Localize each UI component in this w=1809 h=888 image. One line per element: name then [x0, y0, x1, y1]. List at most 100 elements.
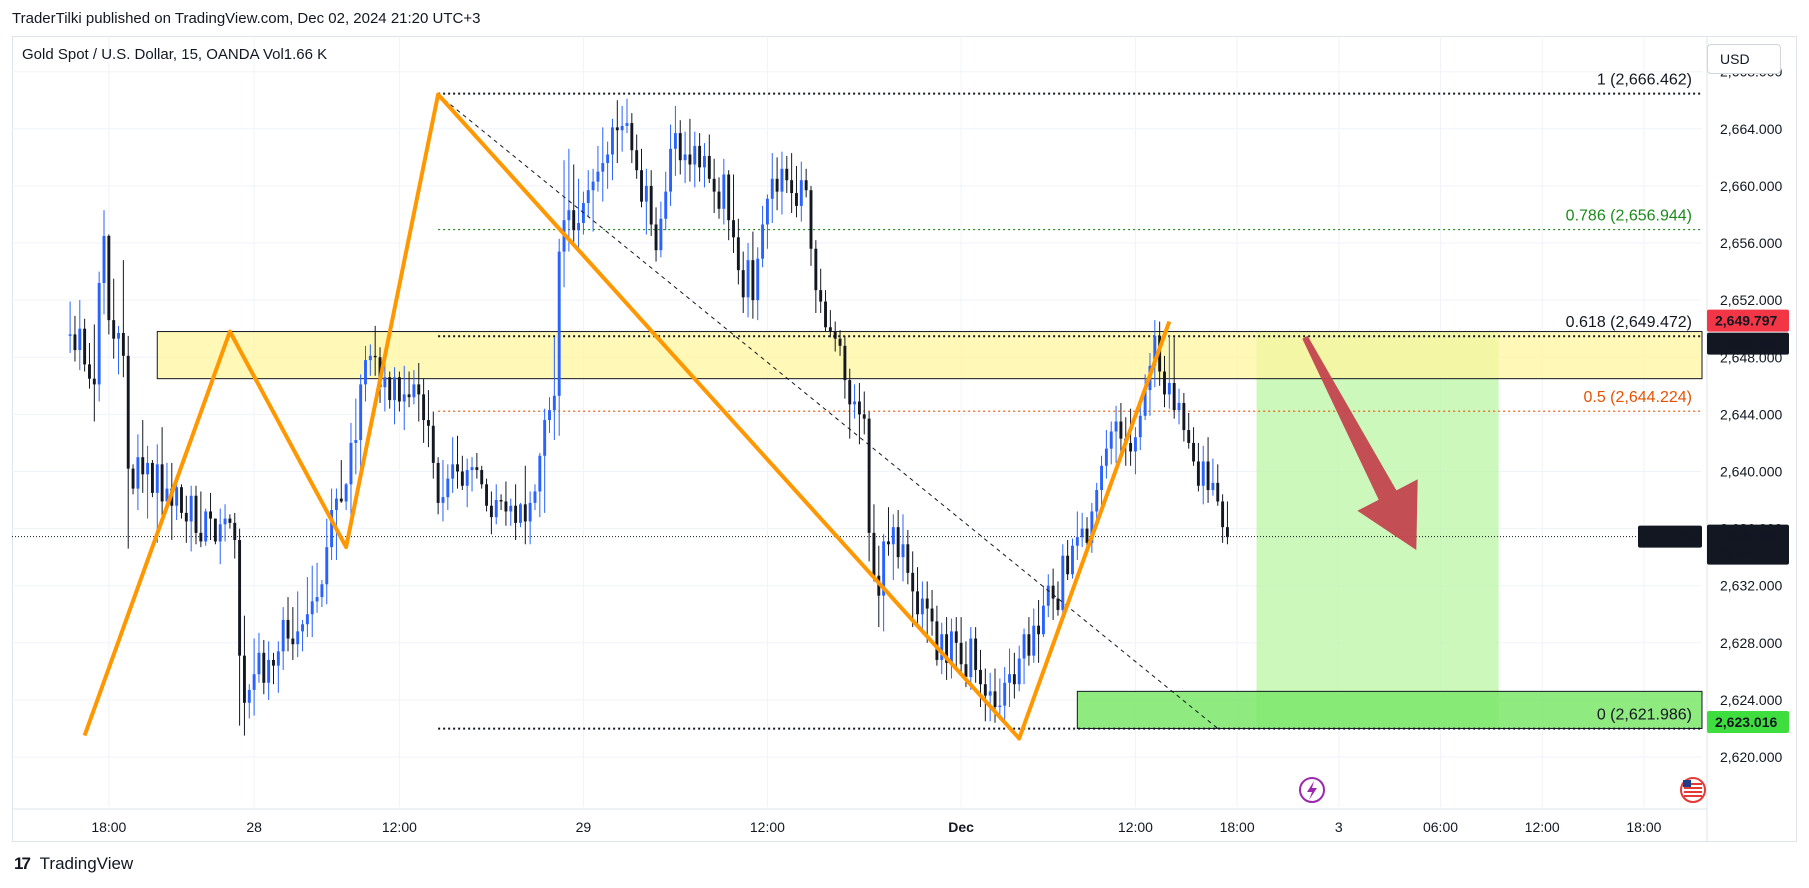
- candle-body: [954, 631, 958, 643]
- candle-body: [983, 684, 987, 696]
- candle-body: [175, 487, 179, 506]
- candle-body: [436, 462, 440, 503]
- candle-body: [1003, 682, 1007, 706]
- candle-body: [344, 484, 348, 502]
- tradingview-logo[interactable]: 17 TradingView: [14, 854, 133, 874]
- candle-body: [780, 168, 784, 192]
- candle-body: [286, 619, 290, 639]
- candle-body: [1201, 461, 1205, 486]
- candle-body: [1100, 465, 1103, 491]
- candle-body: [1095, 490, 1099, 512]
- candle-body: [736, 237, 740, 271]
- candle-body: [988, 691, 992, 696]
- candle-body: [824, 301, 827, 328]
- candle-body: [359, 384, 363, 441]
- candle-body: [770, 178, 774, 199]
- candle-body: [146, 462, 150, 475]
- candle-body: [669, 148, 673, 192]
- current-price-bg: [1707, 524, 1789, 565]
- candle-body: [688, 154, 692, 165]
- candle-body: [267, 659, 271, 683]
- candle-body: [707, 155, 711, 179]
- candle-body: [485, 484, 489, 506]
- candle-body: [611, 127, 614, 155]
- candle-body: [1133, 437, 1137, 452]
- candle-body: [242, 655, 246, 703]
- candle-body: [746, 260, 750, 298]
- candle-body: [397, 377, 401, 402]
- candle-body: [407, 394, 411, 398]
- symbol-info[interactable]: Gold Spot / U.S. Dollar, 15, OANDA Vol1.…: [22, 46, 328, 63]
- candle-body: [930, 608, 934, 622]
- fib-level-label: 0.786 (2,656.944): [1566, 208, 1692, 225]
- candle-body: [475, 467, 479, 471]
- candle-body: [422, 394, 426, 421]
- candle-body: [1066, 555, 1070, 575]
- price-label-low: 2,623.016: [1715, 714, 1777, 730]
- candle-body: [441, 497, 445, 503]
- currency-button[interactable]: USD: [1707, 44, 1781, 74]
- candle-body: [1182, 402, 1186, 431]
- candle-body: [194, 495, 198, 533]
- candle-body: [228, 518, 232, 523]
- fib-level-label: 0.618 (2,649.472): [1566, 314, 1692, 331]
- lightning-glyph: [1307, 781, 1317, 800]
- candle-body: [1017, 658, 1021, 685]
- candle-body: [330, 510, 334, 548]
- candle-body: [480, 470, 484, 485]
- candle-body: [993, 691, 997, 708]
- candle-body: [1061, 555, 1065, 610]
- y-tick-label: 2,656.000: [1720, 235, 1782, 251]
- price-labels: 2,649.797 2,649.796 2,635.435 09:44 2,623.01…: [1638, 309, 1789, 733]
- candle-body: [426, 420, 430, 426]
- candle-body: [446, 478, 450, 498]
- candle-body: [150, 462, 154, 493]
- candle-body: [785, 168, 789, 181]
- chart-pane[interactable]: [12, 36, 1797, 842]
- candle-body: [1104, 448, 1108, 466]
- candle-body: [305, 614, 309, 625]
- candle-body: [465, 470, 469, 486]
- candle-body: [1022, 634, 1026, 659]
- candle-body: [640, 170, 643, 202]
- candle-body: [412, 384, 416, 398]
- candle-body: [88, 364, 91, 379]
- candle-body: [678, 133, 682, 161]
- candle-body: [620, 125, 624, 131]
- candle-body: [301, 624, 304, 632]
- candle-body: [213, 518, 217, 542]
- tv-logo-icon: 17: [14, 854, 31, 873]
- candle-body: [73, 334, 77, 351]
- candle-body: [538, 455, 542, 492]
- candle-body: [1032, 625, 1036, 656]
- candle-body: [1129, 442, 1133, 452]
- x-tick-label: 18:00: [1626, 819, 1661, 835]
- fibonacci-levels[interactable]: 1 (2,666.462) 0.786 (2,656.944) 0.618 (2,6…: [12, 72, 1702, 730]
- candle-body: [504, 501, 508, 512]
- brand-name: TradingView: [39, 854, 134, 873]
- candle-body: [1041, 605, 1045, 635]
- y-tick-label: 2,628.000: [1720, 635, 1782, 651]
- candle-body: [180, 487, 183, 513]
- candle-body: [383, 377, 387, 388]
- candle-body: [117, 332, 120, 339]
- candle-body: [97, 283, 101, 385]
- drawings[interactable]: [82, 92, 1706, 803]
- candle-body: [489, 505, 493, 518]
- candle-body: [891, 527, 895, 545]
- candle-body: [819, 290, 823, 302]
- candle-body: [1221, 501, 1225, 528]
- y-tick-label: 2,664.000: [1720, 121, 1782, 137]
- candle-body: [1075, 537, 1079, 546]
- candle-body: [727, 174, 731, 221]
- y-tick-label: 2,644.000: [1720, 406, 1782, 422]
- candle-body: [751, 260, 755, 301]
- candle-body: [712, 178, 716, 192]
- candle-body: [1056, 598, 1060, 610]
- candle-body: [281, 619, 285, 652]
- bearish-arrow: [1302, 335, 1418, 550]
- candle-body: [548, 410, 551, 421]
- candle-body: [916, 591, 919, 615]
- x-tick-label: 18:00: [91, 819, 126, 835]
